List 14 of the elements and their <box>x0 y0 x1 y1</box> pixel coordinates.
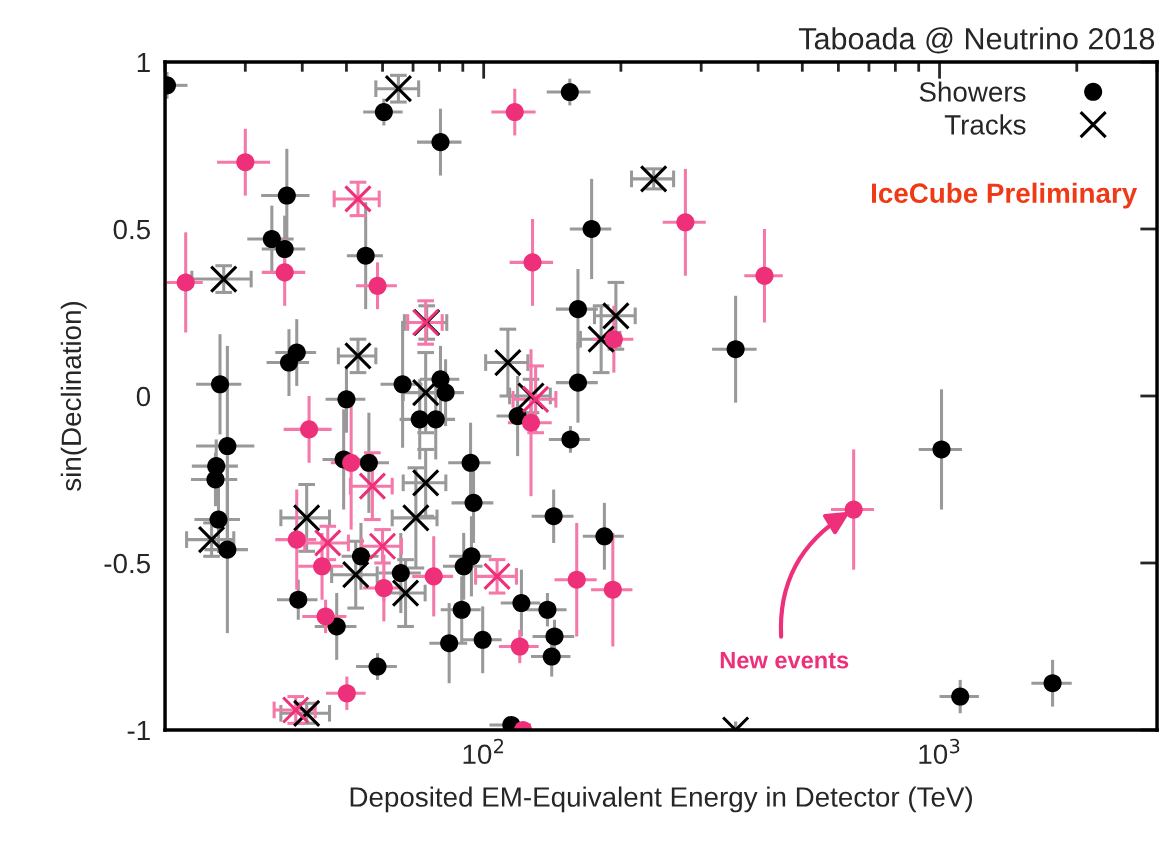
x-tick-label: 10$^{2}$ <box>463 738 504 765</box>
annotation: IceCube Preliminary <box>871 182 1138 209</box>
y-tick-label: -0.5 <box>104 553 150 574</box>
legend-label: Showers <box>919 81 1026 102</box>
y-axis-title: sin(Declination) <box>60 301 87 491</box>
y-tick-label: 0 <box>136 386 151 407</box>
text: Taboada @ Neutrino 2018 <box>798 27 1155 54</box>
y-tick-label: -1 <box>127 720 150 741</box>
x-tick-label: 10$^{3}$ <box>919 738 960 765</box>
y-tick-label: 1 <box>137 52 150 73</box>
x-axis-title: Deposited EM-Equivalent Energy in Detector (TeV) <box>350 786 972 813</box>
legend-label: Tracks <box>944 114 1026 135</box>
y-tick-label: 0.5 <box>113 219 150 240</box>
annotation: New events <box>720 652 849 669</box>
